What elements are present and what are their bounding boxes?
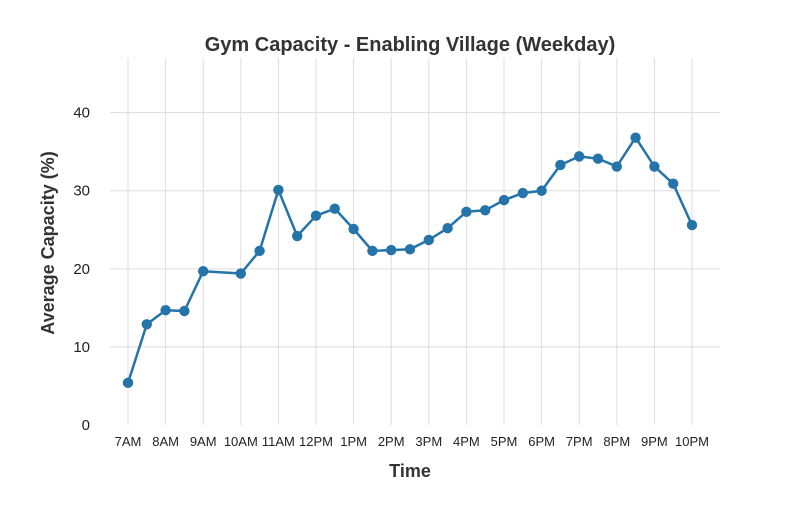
capacity-series-points [122,132,698,389]
x-tick-label: 7AM [115,434,142,449]
y-axis-title: Average Capacity (%) [38,151,58,334]
data-point [649,161,660,172]
data-point [592,153,604,164]
data-point [461,206,472,218]
data-point [686,219,698,231]
x-tick-label: 9PM [641,434,668,449]
x-tick-label: 9AM [190,434,217,449]
x-tick-label: 5PM [491,434,518,449]
data-point [404,244,416,255]
data-point [536,185,547,196]
y-tick-label: 40 [73,105,90,122]
y-tick-label: 10 [73,339,90,356]
data-point [480,205,491,216]
x-tick-label: 6PM [528,434,555,449]
data-point [574,151,585,162]
data-point [254,245,265,257]
data-point [517,187,528,199]
x-tick-label: 8AM [152,434,179,449]
data-point [630,132,641,143]
data-point [423,234,434,246]
x-tick-label: 7PM [566,434,593,449]
data-point [160,305,171,316]
data-point [235,268,246,279]
x-tick-label: 12PM [299,434,333,449]
x-tick-label: 3PM [415,434,442,449]
data-point [386,244,397,256]
data-point [611,161,622,172]
data-point [273,184,284,196]
data-point [367,245,378,257]
data-point [442,223,453,234]
x-tick-label: 10AM [224,434,258,449]
x-axis-ticks: 7AM 8AM 9AM 10AM 11AM 12PM 1PM 2PM 3PM 4PM 5PM 6PM 7… [115,434,709,449]
grid [110,58,720,425]
data-point [198,265,209,277]
y-tick-label: 0 [82,417,90,434]
chart-title: Gym Capacity - Enabling Village (Weekday… [205,34,616,56]
data-point [179,305,190,317]
data-point [668,178,679,189]
x-tick-label: 10PM [675,434,709,449]
data-point [292,230,303,242]
x-tick-label: 11AM [262,434,295,449]
y-tick-label: 20 [73,261,90,278]
x-tick-label: 8PM [603,434,630,449]
data-point [310,210,322,221]
x-tick-label: 4PM [453,434,480,449]
y-tick-label: 30 [73,183,90,200]
data-point [498,194,510,206]
y-axis-ticks: 0 10 20 30 40 [73,105,90,434]
data-point [555,159,566,171]
data-point [122,377,134,389]
data-point [329,203,340,214]
x-axis-title: Time [389,461,431,481]
capacity-series-line [126,136,694,385]
x-tick-label: 2PM [378,434,405,449]
data-point [348,223,359,235]
x-tick-label: 1PM [340,434,367,449]
data-point [141,319,152,330]
